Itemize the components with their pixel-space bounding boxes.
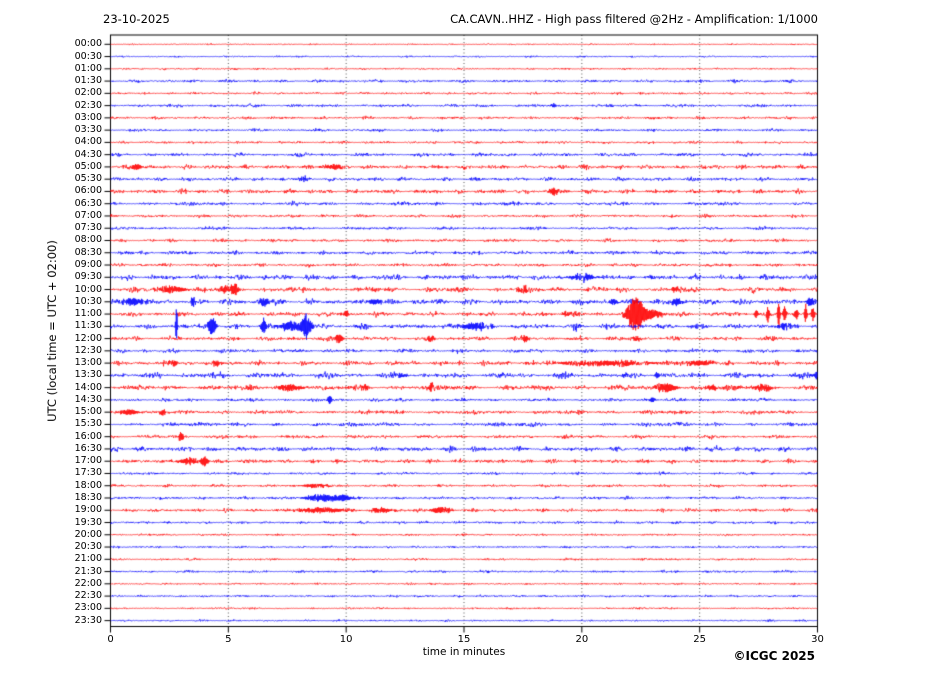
y-axis-label: UTC (local time = UTC + 02:00) xyxy=(45,240,59,422)
plot-title: CA.CAVN..HHZ - High pass filtered @2Hz -… xyxy=(450,12,818,26)
plot-date: 23-10-2025 xyxy=(103,12,170,26)
x-axis-label: time in minutes xyxy=(422,646,506,658)
copyright-text: ©ICGC 2025 xyxy=(733,649,815,663)
